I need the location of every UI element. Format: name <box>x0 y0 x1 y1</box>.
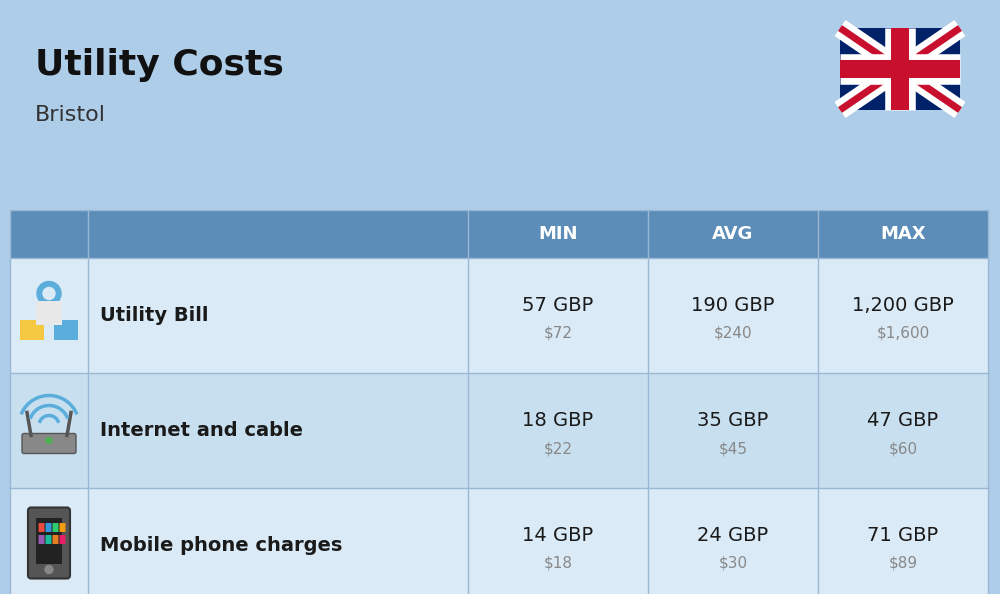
Text: $1,600: $1,600 <box>876 326 930 341</box>
Bar <box>10 258 988 373</box>
Text: 190 GBP: 190 GBP <box>691 296 775 315</box>
FancyBboxPatch shape <box>60 523 66 532</box>
Text: $240: $240 <box>714 326 752 341</box>
Bar <box>10 210 988 594</box>
FancyBboxPatch shape <box>38 535 44 544</box>
Text: Utility Bill: Utility Bill <box>100 306 208 325</box>
Text: Mobile phone charges: Mobile phone charges <box>100 536 342 555</box>
Text: 14 GBP: 14 GBP <box>522 526 594 545</box>
FancyBboxPatch shape <box>22 434 76 453</box>
FancyBboxPatch shape <box>28 507 70 579</box>
Text: 24 GBP: 24 GBP <box>697 526 769 545</box>
Text: $22: $22 <box>544 441 572 456</box>
Text: MAX: MAX <box>880 225 926 243</box>
Text: Internet and cable: Internet and cable <box>100 421 303 440</box>
Text: $45: $45 <box>718 441 748 456</box>
Text: 47 GBP: 47 GBP <box>867 411 939 430</box>
Text: Bristol: Bristol <box>35 105 106 125</box>
Text: AVG: AVG <box>712 225 754 243</box>
Text: 35 GBP: 35 GBP <box>697 411 769 430</box>
Text: 57 GBP: 57 GBP <box>522 296 594 315</box>
Circle shape <box>43 287 55 299</box>
FancyBboxPatch shape <box>840 28 960 110</box>
FancyBboxPatch shape <box>46 535 52 544</box>
FancyBboxPatch shape <box>60 535 66 544</box>
FancyBboxPatch shape <box>20 320 44 340</box>
FancyBboxPatch shape <box>36 517 62 564</box>
Text: $60: $60 <box>888 441 918 456</box>
Text: 1,200 GBP: 1,200 GBP <box>852 296 954 315</box>
Bar <box>10 210 988 258</box>
Text: MIN: MIN <box>538 225 578 243</box>
Circle shape <box>46 438 52 444</box>
Text: $18: $18 <box>544 556 572 571</box>
Circle shape <box>45 565 53 573</box>
Text: $89: $89 <box>888 556 918 571</box>
Text: 71 GBP: 71 GBP <box>867 526 939 545</box>
FancyBboxPatch shape <box>52 535 58 544</box>
FancyBboxPatch shape <box>52 523 58 532</box>
Text: Utility Costs: Utility Costs <box>35 48 284 82</box>
FancyBboxPatch shape <box>54 320 78 340</box>
Text: 18 GBP: 18 GBP <box>522 411 594 430</box>
Bar <box>10 373 988 488</box>
Circle shape <box>37 282 61 305</box>
Bar <box>10 488 988 594</box>
FancyBboxPatch shape <box>38 523 44 532</box>
Text: $72: $72 <box>544 326 572 341</box>
FancyBboxPatch shape <box>46 523 52 532</box>
FancyBboxPatch shape <box>36 301 62 324</box>
Text: $30: $30 <box>718 556 748 571</box>
